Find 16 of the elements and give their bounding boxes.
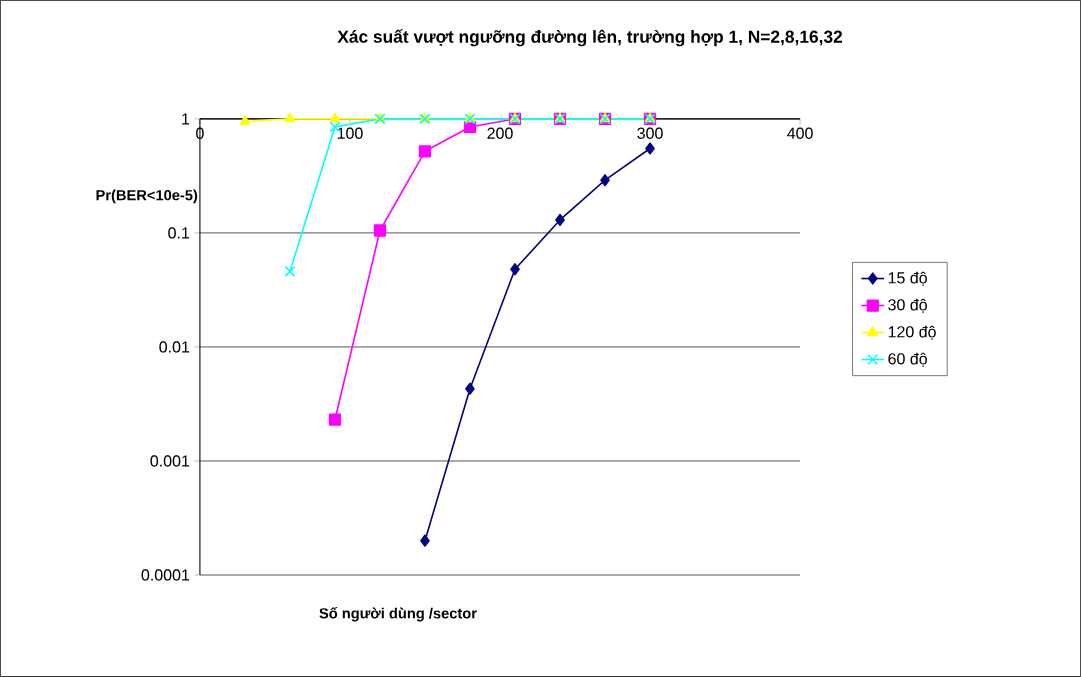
y-tick-label: 0.001 [150, 455, 190, 467]
y-tick-label: 0.1 [168, 227, 190, 239]
x-tick-label: 400 [787, 127, 813, 139]
legend-label: 120 độ [888, 325, 936, 340]
y-tick-label: 0.01 [159, 341, 190, 353]
x-tick-label: 100 [337, 127, 363, 139]
x-tick-label: 200 [487, 127, 513, 139]
legend-label: 30 độ [888, 298, 927, 313]
y-tick-label: 1 [182, 113, 190, 125]
y-tick-label: 0.0001 [141, 569, 190, 581]
x-tick-label: 300 [637, 127, 663, 139]
legend-label: 60 độ [888, 352, 927, 367]
chart-title: Xác suất vượt ngưỡng đường lên, trường hợp 1, N=2,8,16,32 [337, 29, 843, 47]
y-axis-title: Pr(BER<10e-5) [96, 189, 198, 204]
x-axis-title: Số người dùng /sector [319, 607, 477, 622]
legend-label: 15 độ [888, 271, 927, 286]
